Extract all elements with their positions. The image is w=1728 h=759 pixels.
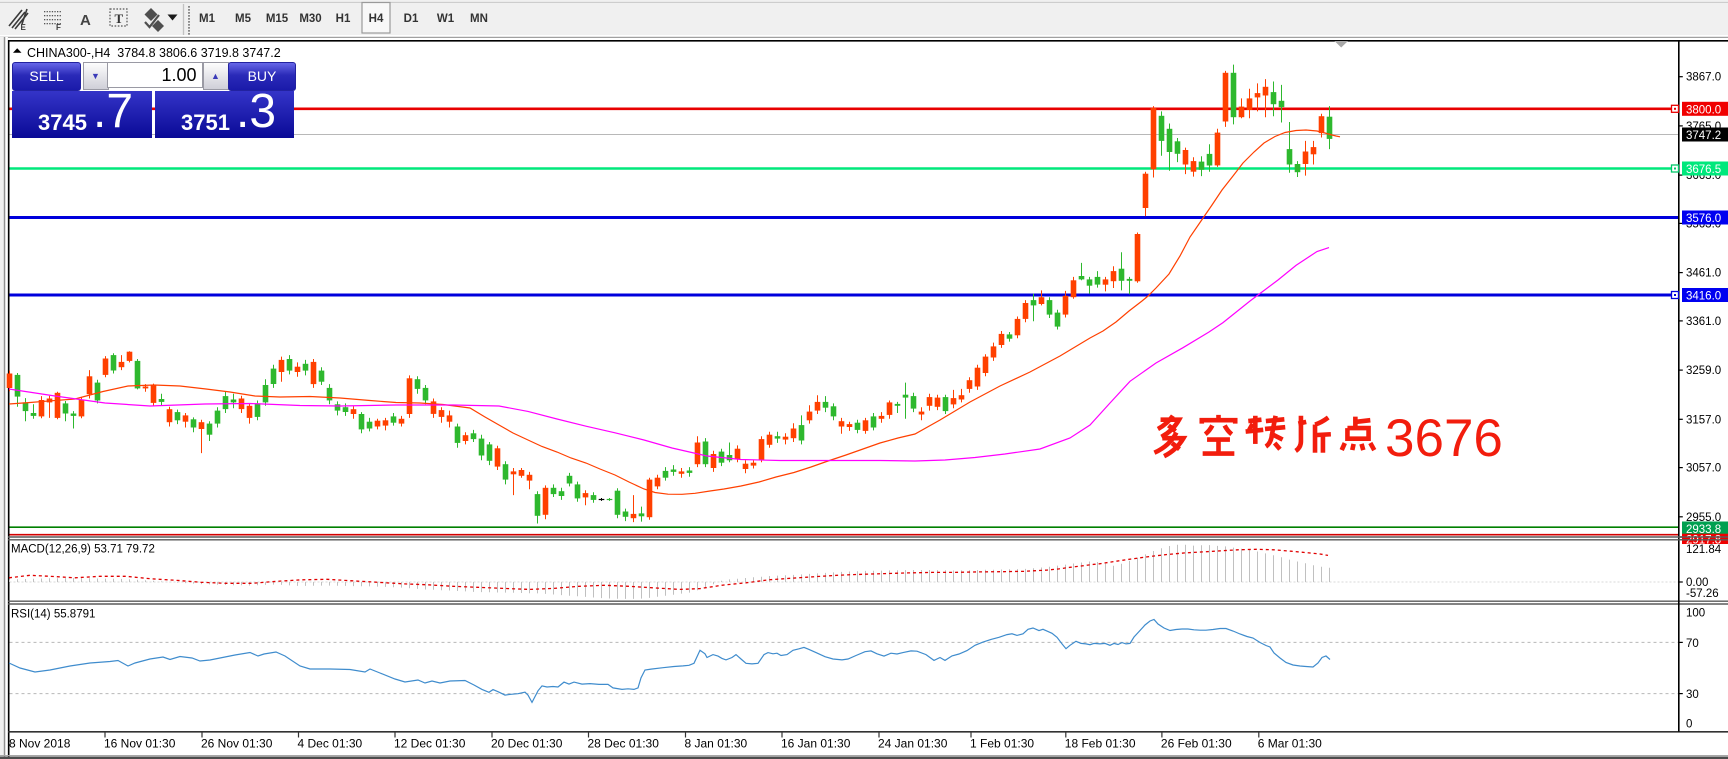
svg-text:26 Feb 01:30: 26 Feb 01:30 [1161,737,1232,751]
svg-text:W1: W1 [437,13,455,25]
svg-text:A: A [80,12,91,29]
svg-text:8 Nov 2018: 8 Nov 2018 [9,737,71,751]
svg-text:3800.0: 3800.0 [1686,104,1721,116]
svg-text:-57.26: -57.26 [1686,588,1719,600]
svg-text:2955.0: 2955.0 [1686,512,1721,524]
svg-text:MACD(12,26,9) 53.71 79.72: MACD(12,26,9) 53.71 79.72 [11,544,155,556]
svg-text:121.84: 121.84 [1686,544,1722,556]
svg-text:3676: 3676 [1385,409,1503,468]
svg-text:3416.0: 3416.0 [1686,291,1721,303]
svg-text:H1: H1 [336,13,351,25]
svg-text:CHINA300-,H4 3784.8 3806.6 37: CHINA300-,H4 3784.8 3806.6 3719.8 3747.2 [27,46,281,60]
svg-text:16 Nov 01:30: 16 Nov 01:30 [104,737,176,751]
svg-text:3057.0: 3057.0 [1686,463,1721,475]
svg-text:0: 0 [1686,719,1692,731]
svg-text:6 Mar 01:30: 6 Mar 01:30 [1258,737,1322,751]
svg-text:RSI(14) 55.8791: RSI(14) 55.8791 [11,609,95,621]
svg-text:3157.0: 3157.0 [1686,414,1721,426]
svg-text:T: T [115,11,124,26]
svg-text:M15: M15 [266,13,289,25]
svg-text:2933.8: 2933.8 [1686,524,1721,536]
svg-text:28 Dec 01:30: 28 Dec 01:30 [588,737,660,751]
svg-text:3867.0: 3867.0 [1686,72,1721,84]
svg-text:MN: MN [470,13,488,25]
svg-text:3576.0: 3576.0 [1686,213,1721,225]
svg-text:70: 70 [1686,638,1699,650]
svg-text:12 Dec 01:30: 12 Dec 01:30 [394,737,466,751]
svg-text:M30: M30 [299,13,321,25]
svg-text:1 Feb 01:30: 1 Feb 01:30 [970,737,1034,751]
svg-text:3259.0: 3259.0 [1686,365,1721,377]
svg-text:D1: D1 [404,13,419,25]
svg-text:H4: H4 [369,13,384,25]
svg-text:3361.0: 3361.0 [1686,316,1721,328]
svg-text:3747.2: 3747.2 [1686,130,1721,142]
svg-text:30: 30 [1686,689,1699,701]
svg-text:E: E [21,23,27,32]
svg-text:0.00: 0.00 [1686,577,1708,589]
svg-text:3461.0: 3461.0 [1686,268,1721,280]
svg-text:24 Jan 01:30: 24 Jan 01:30 [878,737,948,751]
svg-text:26 Nov 01:30: 26 Nov 01:30 [201,737,273,751]
svg-text:8 Jan 01:30: 8 Jan 01:30 [685,737,748,751]
svg-text:F: F [56,23,61,32]
svg-text:4 Dec 01:30: 4 Dec 01:30 [298,737,363,751]
svg-text:M5: M5 [235,13,252,25]
svg-text:M1: M1 [199,13,216,25]
svg-text:16 Jan 01:30: 16 Jan 01:30 [781,737,851,751]
svg-text:18 Feb 01:30: 18 Feb 01:30 [1065,737,1136,751]
svg-text:100: 100 [1686,608,1705,620]
svg-text:20 Dec 01:30: 20 Dec 01:30 [491,737,563,751]
svg-text:3676.5: 3676.5 [1686,164,1721,176]
